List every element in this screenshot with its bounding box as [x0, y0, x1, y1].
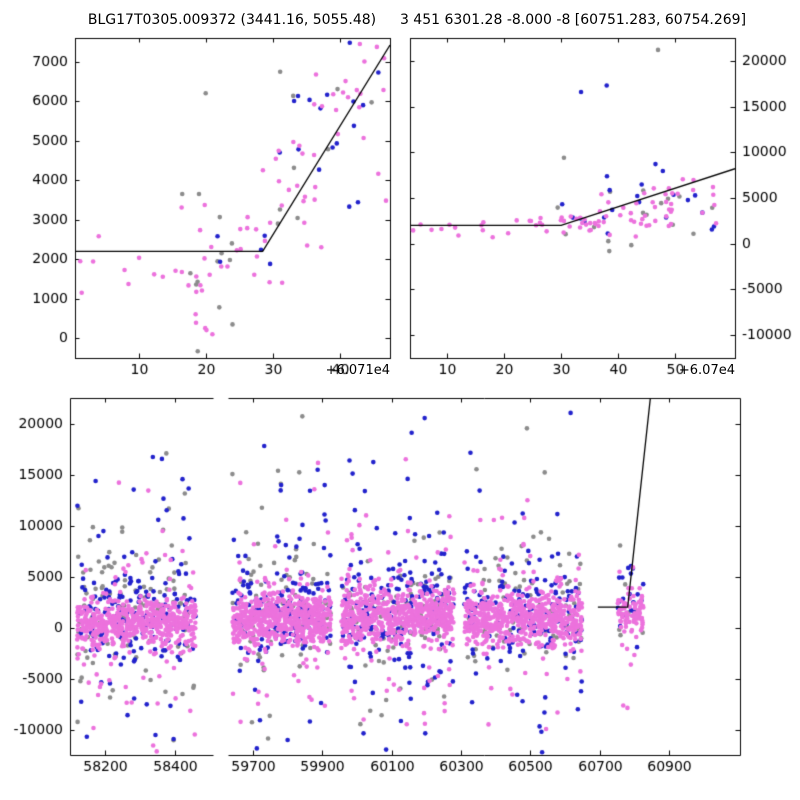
panel-top-left-title: BLG17T0305.009372 (3441.16, 5055.48)	[87, 12, 377, 28]
x-axis-offset-label-top-right: +6.07e4	[678, 363, 735, 378]
panel-top-right-title: 3 451 6301.28 -8.000 -8 [60751.283, 6075…	[399, 12, 747, 28]
x-axis-offset-label-top-left: +6.071e4	[325, 363, 390, 378]
